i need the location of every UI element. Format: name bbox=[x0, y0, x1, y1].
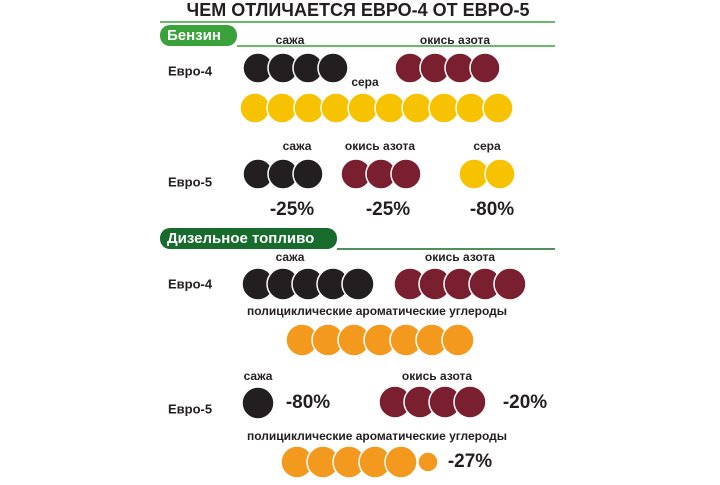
section-label: Дизельное топливо bbox=[167, 230, 314, 247]
circle-group bbox=[239, 92, 514, 124]
unit-circle bbox=[341, 267, 375, 301]
section-label: Бензин bbox=[167, 27, 221, 44]
circle-group bbox=[242, 158, 324, 190]
group-label: сажа bbox=[244, 369, 273, 383]
circle-group bbox=[280, 445, 439, 479]
row-label: Евро-4 bbox=[168, 276, 213, 291]
circle-group bbox=[241, 267, 375, 301]
group-label: сера bbox=[473, 139, 501, 153]
section-badge bbox=[160, 228, 337, 249]
change-label: -20% bbox=[503, 392, 547, 413]
change-label: -27% bbox=[448, 451, 492, 472]
unit-circle bbox=[292, 158, 324, 190]
row-label: Евро-5 bbox=[168, 401, 212, 416]
change-label: -25% bbox=[270, 199, 314, 220]
unit-circle bbox=[384, 445, 418, 479]
unit-circle bbox=[484, 158, 516, 190]
partial-circle bbox=[417, 451, 439, 473]
group-label: окись азота bbox=[345, 139, 415, 153]
unit-circle bbox=[469, 52, 501, 84]
group-label: окись азота bbox=[420, 33, 490, 47]
unit-circle bbox=[493, 267, 527, 301]
title: ЧЕМ ОТЛИЧАЕТСЯ ЕВРО-4 ОТ ЕВРО-5 bbox=[187, 0, 530, 20]
unit-circle bbox=[401, 92, 433, 124]
unit-circle bbox=[320, 92, 352, 124]
group-label: полициклические ароматические углероды bbox=[247, 429, 507, 443]
circle-group bbox=[378, 385, 487, 419]
unit-circle bbox=[455, 92, 487, 124]
circle-group bbox=[393, 267, 527, 301]
group-label: сажа bbox=[276, 250, 305, 264]
group-label: окись азота bbox=[425, 250, 495, 264]
unit-circle bbox=[239, 92, 271, 124]
circle-group bbox=[394, 52, 501, 84]
change-label: -80% bbox=[470, 199, 514, 220]
circle-group bbox=[242, 52, 349, 84]
unit-circle bbox=[317, 52, 349, 84]
unit-circle bbox=[374, 92, 406, 124]
circle-group bbox=[458, 158, 516, 190]
row-label: Евро-4 bbox=[168, 63, 213, 78]
change-label: -25% bbox=[366, 199, 410, 220]
group-label: сера bbox=[351, 75, 379, 89]
unit-circle bbox=[453, 385, 487, 419]
unit-circle bbox=[241, 386, 275, 420]
unit-circle bbox=[441, 323, 475, 357]
group-label: окись азота bbox=[402, 369, 472, 383]
section-badge bbox=[160, 25, 237, 46]
unit-circle bbox=[293, 92, 325, 124]
row-label: Евро-5 bbox=[168, 174, 212, 189]
unit-circle bbox=[266, 92, 298, 124]
circle-group bbox=[340, 158, 422, 190]
group-label: сажа bbox=[276, 33, 305, 47]
circle-group bbox=[285, 323, 475, 357]
unit-circle bbox=[428, 92, 460, 124]
group-label: сажа bbox=[283, 139, 312, 153]
group-label: полициклические ароматические углероды bbox=[247, 304, 507, 318]
circle-group bbox=[241, 386, 275, 420]
unit-circle bbox=[482, 92, 514, 124]
change-label: -80% bbox=[286, 392, 330, 413]
unit-circle bbox=[347, 92, 379, 124]
unit-circle bbox=[390, 158, 422, 190]
